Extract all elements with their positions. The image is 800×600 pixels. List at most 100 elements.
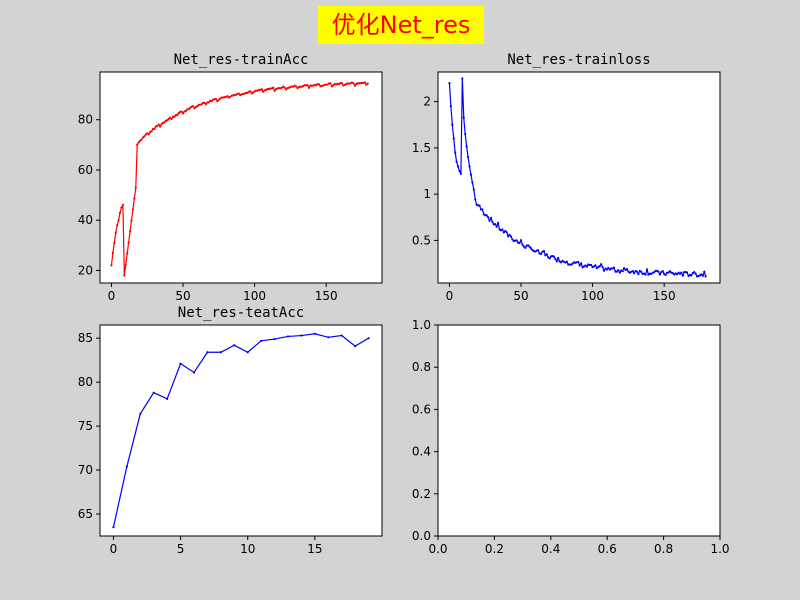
subplot-title: Net_res-teatAcc	[178, 305, 304, 321]
data-point	[327, 336, 330, 339]
y-tick-label: 0.2	[412, 487, 431, 501]
subplot-title: Net_res-trainloss	[507, 52, 650, 68]
data-point	[295, 85, 298, 88]
y-tick-label: 20	[78, 263, 93, 277]
data-point	[127, 241, 130, 244]
data-point	[272, 86, 275, 89]
data-point	[366, 82, 369, 85]
data-point	[701, 274, 704, 277]
data-point	[167, 117, 170, 121]
data-point	[160, 123, 163, 126]
y-tick-label: 75	[78, 419, 93, 433]
data-point	[494, 223, 497, 226]
x-tick-label: 0	[446, 289, 454, 303]
data-point	[668, 270, 672, 273]
data-point	[332, 84, 335, 87]
data-point	[317, 83, 321, 86]
data-point	[524, 246, 527, 249]
data-point	[468, 165, 471, 168]
data-point	[466, 155, 470, 159]
data-point	[128, 230, 132, 233]
data-point	[515, 239, 518, 242]
data-point	[179, 362, 182, 365]
data-point	[661, 269, 664, 273]
data-point	[204, 103, 208, 106]
data-point	[260, 88, 263, 91]
data-point	[615, 270, 619, 273]
data-point	[173, 115, 176, 118]
data-point	[176, 113, 179, 116]
data-point	[139, 412, 142, 415]
data-point	[352, 82, 355, 85]
data-point	[451, 123, 454, 126]
data-point	[110, 264, 113, 267]
data-point	[207, 101, 210, 104]
subplot-1: 0 50 100 150 20 40 60 80 Net_res-trainAcc	[78, 52, 383, 303]
data-point	[210, 100, 213, 103]
data-point	[554, 257, 557, 261]
y-tick-label: 60	[78, 163, 93, 177]
x-tick-label: 0.0	[428, 542, 447, 556]
data-point	[454, 151, 457, 154]
data-point	[113, 241, 116, 244]
plot-area	[438, 325, 720, 536]
data-point	[159, 125, 162, 128]
data-point	[123, 274, 126, 277]
data-point	[124, 263, 127, 266]
data-point	[249, 90, 252, 93]
y-tick-label: 0.5	[412, 233, 431, 247]
data-point	[511, 238, 514, 241]
data-point	[700, 273, 703, 276]
data-point	[118, 211, 122, 214]
data-point	[216, 100, 219, 103]
data-point	[621, 270, 624, 273]
data-point	[637, 273, 640, 276]
y-tick-label: 65	[78, 507, 93, 521]
y-tick-label: 1.0	[412, 318, 431, 332]
data-point	[481, 208, 484, 211]
data-point	[590, 263, 593, 267]
data-point	[340, 82, 344, 85]
x-tick-label: 10	[240, 542, 255, 556]
x-tick-label: 50	[513, 289, 528, 303]
data-point	[474, 198, 477, 201]
data-point	[509, 235, 513, 238]
data-point	[504, 229, 507, 233]
data-point	[237, 92, 240, 95]
data-point	[284, 88, 288, 91]
data-point	[580, 262, 583, 265]
data-point	[487, 216, 490, 219]
data-point	[353, 84, 356, 87]
data-point	[187, 108, 190, 111]
data-point	[548, 257, 551, 260]
data-point	[461, 77, 464, 80]
data-point	[495, 225, 498, 228]
data-point	[693, 270, 696, 274]
data-point	[508, 233, 511, 236]
data-point	[704, 275, 707, 278]
data-point	[555, 260, 558, 263]
x-tick-label: 50	[175, 289, 190, 303]
data-point	[607, 266, 610, 270]
data-point	[200, 103, 203, 106]
data-point	[306, 84, 309, 87]
data-point	[545, 253, 548, 256]
data-point	[703, 270, 706, 273]
data-point	[472, 188, 475, 191]
data-point	[522, 245, 525, 248]
y-tick-label: 40	[78, 213, 93, 227]
data-point	[226, 95, 229, 98]
data-point	[489, 216, 493, 220]
data-point	[664, 273, 667, 277]
data-point	[529, 247, 533, 250]
x-tick-label: 0.8	[654, 542, 673, 556]
data-point	[156, 124, 159, 128]
x-tick-label: 150	[315, 289, 338, 303]
data-point	[206, 351, 209, 354]
data-point	[203, 101, 206, 104]
data-point	[166, 397, 169, 400]
data-point	[622, 267, 626, 270]
data-point	[528, 245, 531, 248]
data-point	[455, 160, 458, 163]
